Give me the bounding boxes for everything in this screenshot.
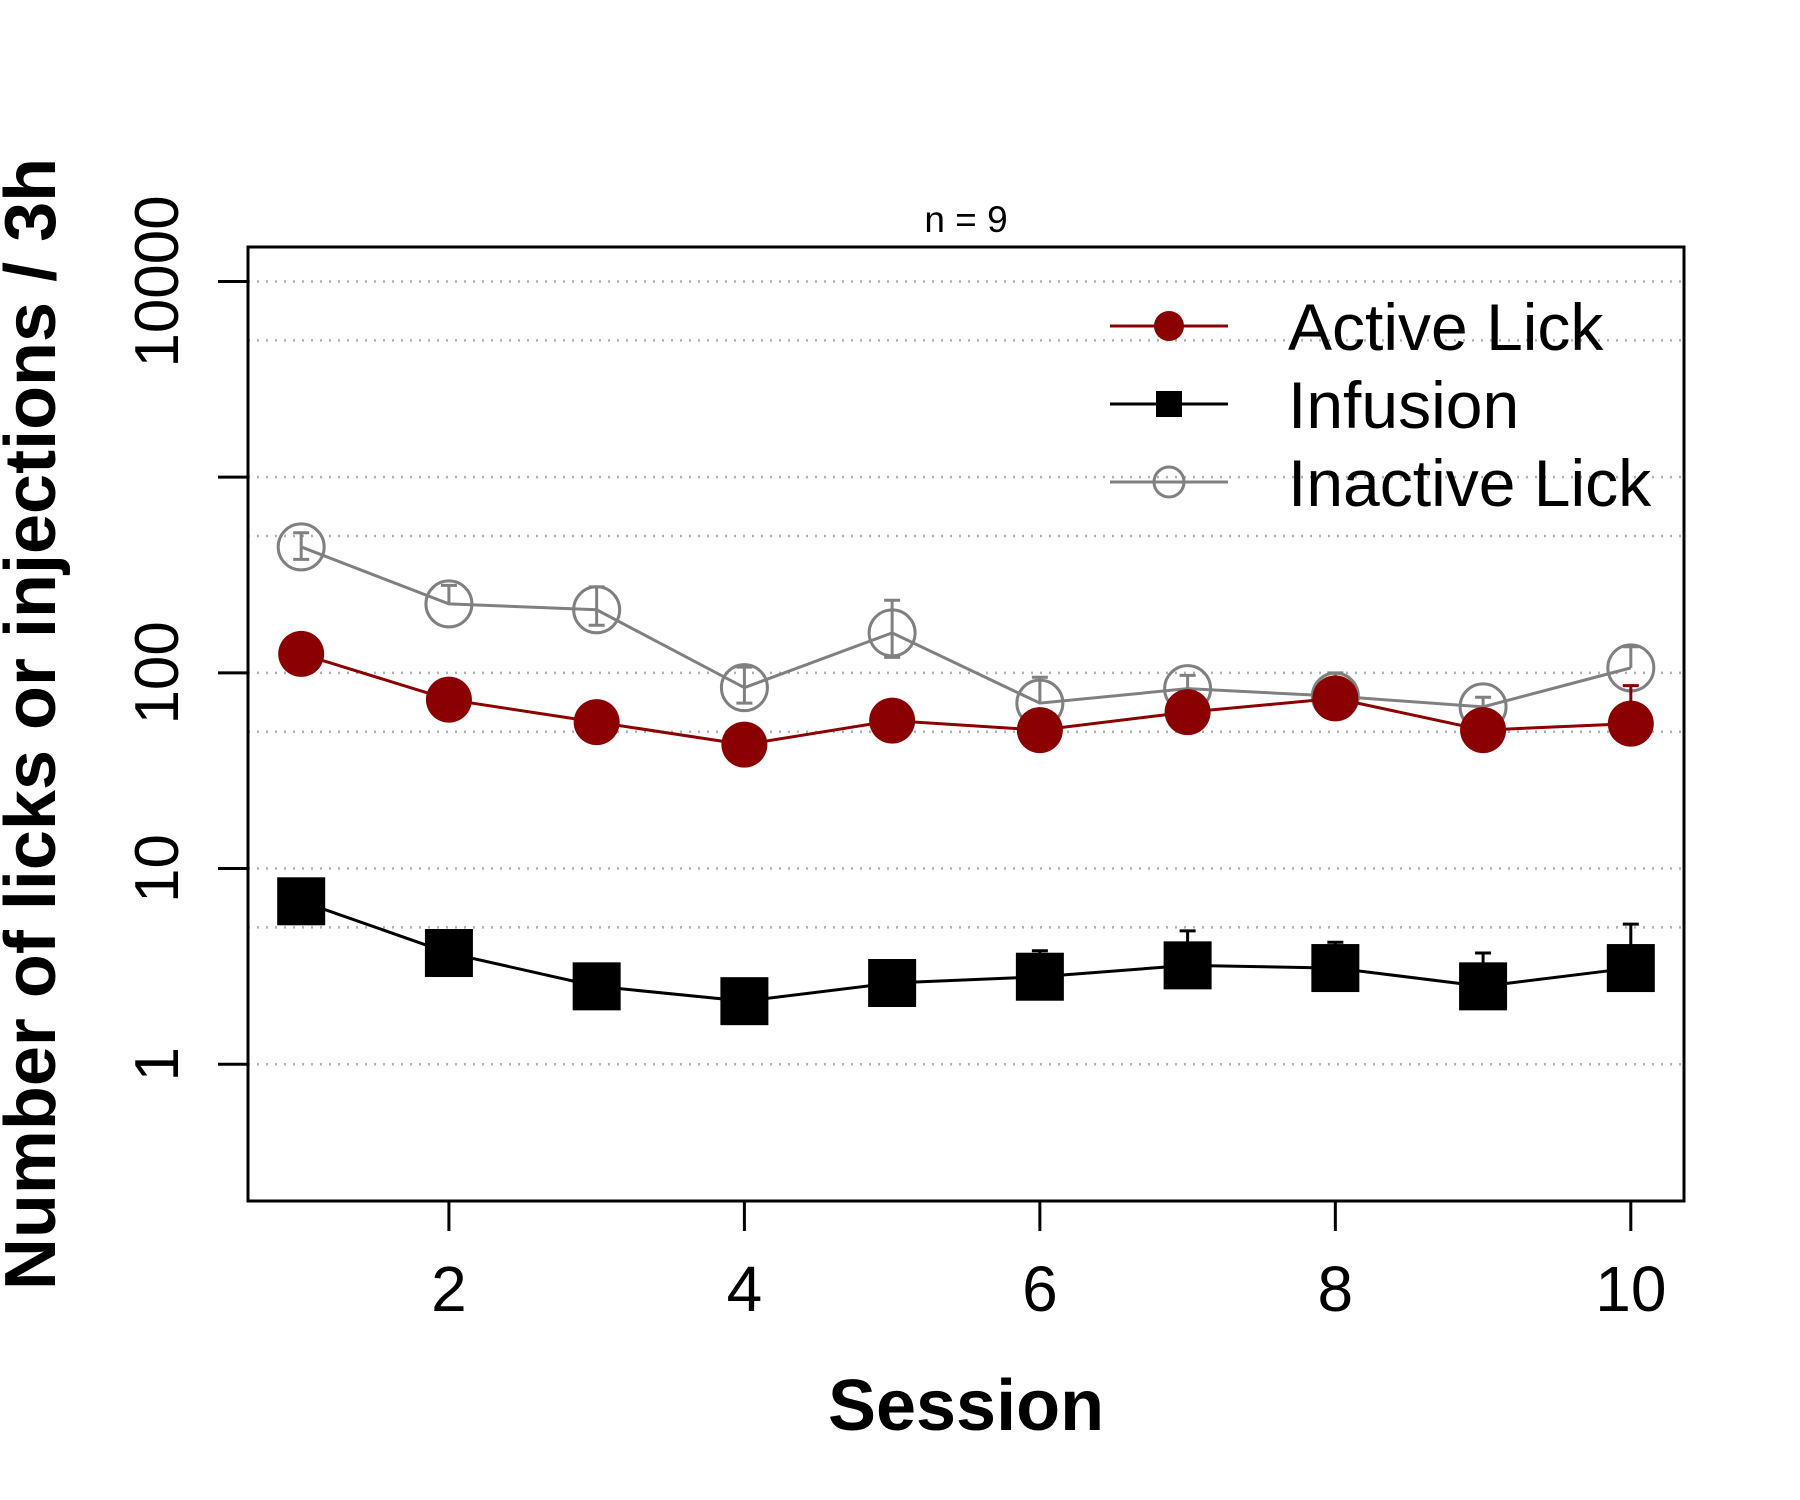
data-point-active-lick	[1460, 707, 1507, 754]
data-point-infusion	[1606, 944, 1655, 993]
series-line-active-lick	[300, 652, 1631, 747]
axis-layer: 1 10 100 10000 2 4 6 8 10	[123, 195, 1666, 1325]
data-point-infusion	[277, 877, 326, 926]
data-point-active-lick	[425, 676, 472, 723]
data-point-active-lick	[869, 697, 916, 744]
x-tick-label: 10	[1595, 1253, 1666, 1325]
data-point-active-lick	[1016, 707, 1063, 754]
data-point-active-lick	[721, 721, 768, 768]
data-point-infusion	[1015, 952, 1064, 1001]
data-point-infusion	[424, 929, 473, 978]
data-point-active-lick	[1312, 675, 1359, 722]
legend-marker	[1152, 465, 1186, 499]
data-point-active-lick	[1164, 689, 1211, 736]
series-active-lick	[278, 630, 1654, 768]
x-axis-title: Session	[828, 1366, 1104, 1446]
legend-marker	[1156, 391, 1182, 417]
data-point-inactive-lick	[867, 608, 917, 658]
series-line-infusion	[300, 899, 1631, 1003]
data-point-infusion	[868, 959, 917, 1008]
x-tick-label: 6	[1022, 1253, 1058, 1325]
data-point-infusion	[1459, 962, 1508, 1011]
x-tick-label: 2	[431, 1253, 467, 1325]
legend-label: Infusion	[1288, 368, 1519, 442]
y-tick-label: 1	[123, 1047, 192, 1081]
data-point-active-lick	[278, 630, 325, 677]
data-point-inactive-lick	[572, 585, 622, 635]
series-line-inactive-lick	[300, 545, 1632, 709]
y-tick-label: 10	[123, 834, 192, 903]
data-point-infusion	[720, 977, 769, 1026]
series-layer	[276, 522, 1656, 1026]
legend-label: Inactive Lick	[1288, 446, 1652, 520]
legend-marker	[1154, 311, 1184, 341]
x-tick-label: 4	[727, 1253, 763, 1325]
x-tick-label: 8	[1318, 1253, 1354, 1325]
data-point-active-lick	[573, 699, 620, 746]
data-point-inactive-lick	[719, 663, 769, 713]
y-axis-title: Number of licks or injections / 3h	[0, 158, 71, 1290]
data-point-infusion	[1163, 941, 1212, 990]
legend-label: Active Lick	[1288, 290, 1604, 364]
legend-item-inactive-lick: Inactive Lick	[1110, 446, 1652, 520]
y-tick-label: 10000	[123, 195, 192, 367]
data-point-active-lick	[1607, 700, 1654, 747]
legend-item-infusion: Infusion	[1110, 368, 1519, 442]
series-infusion	[277, 877, 1655, 1026]
chart-subtitle: n = 9	[924, 199, 1007, 240]
data-point-inactive-lick	[424, 579, 474, 629]
data-point-infusion	[572, 962, 621, 1011]
plot-frame	[246, 245, 1686, 1203]
legend-item-active-lick: Active Lick	[1110, 290, 1604, 364]
y-tick-label: 100	[123, 621, 192, 724]
data-point-inactive-lick	[276, 522, 326, 572]
data-point-infusion	[1311, 944, 1360, 993]
